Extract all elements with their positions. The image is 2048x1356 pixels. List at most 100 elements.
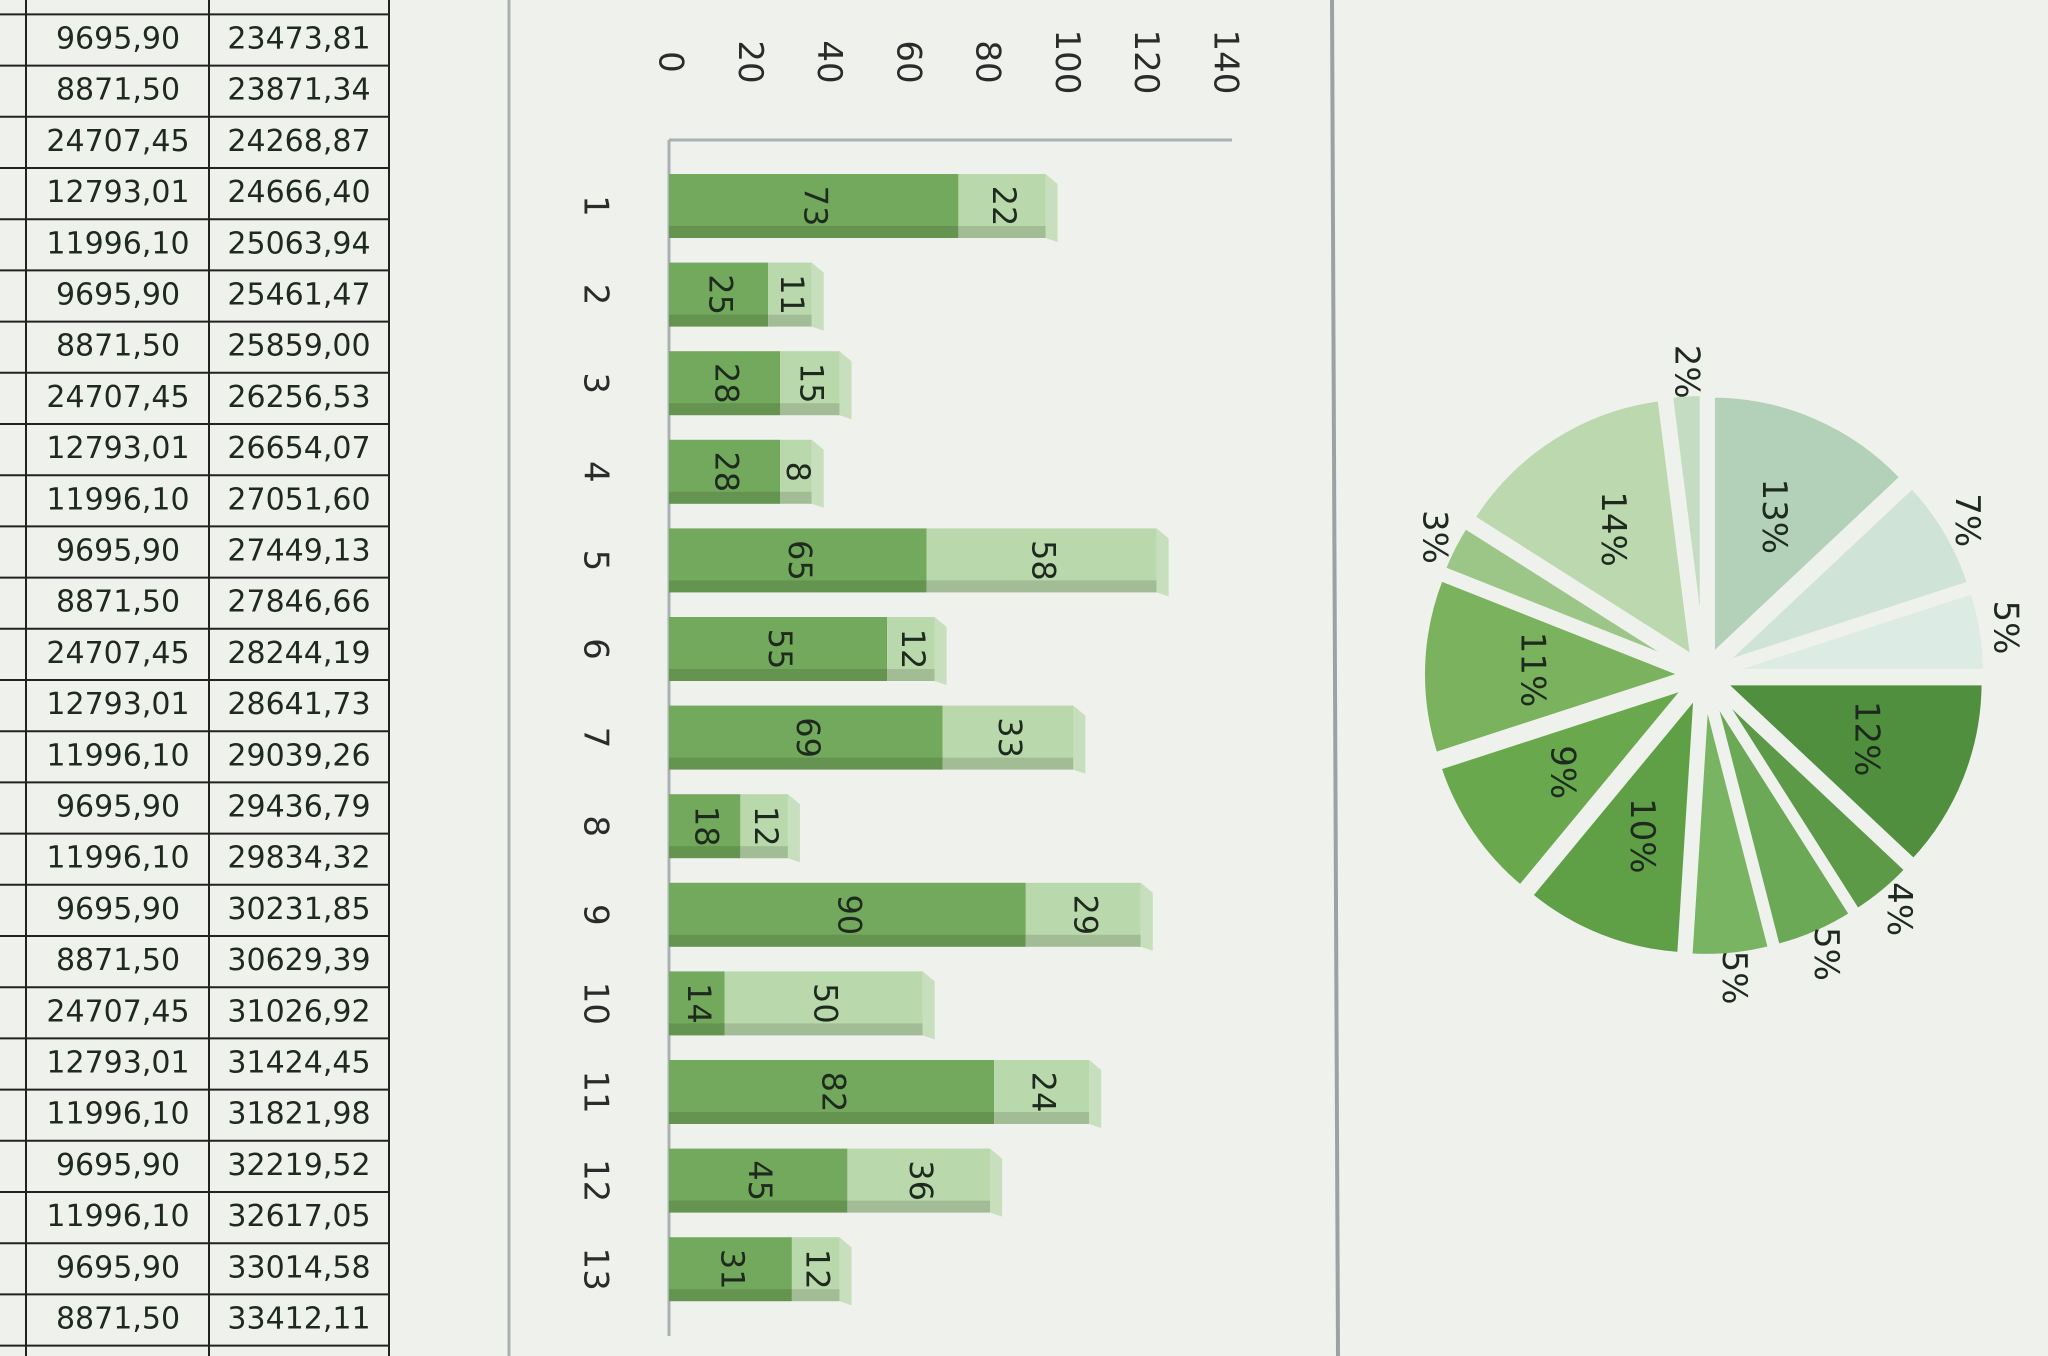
table-cell: 31026,92 — [227, 994, 370, 1029]
y-tick-label: 10 — [576, 982, 616, 1025]
bar-shade — [740, 846, 788, 859]
bar-segment — [780, 351, 840, 416]
table-cell: 30629,39 — [227, 943, 370, 978]
pie-label: 14% — [1593, 491, 1633, 567]
pie-slice — [1666, 390, 1706, 656]
data-label: 15 — [793, 363, 831, 404]
table-cell: 11996,10 — [46, 482, 189, 517]
bar-shade — [926, 580, 1157, 593]
bar-shade — [669, 1200, 848, 1213]
table-cell: 24707,45 — [46, 636, 189, 671]
bar-depth — [839, 1237, 852, 1306]
x-tick-label: 80 — [968, 40, 1008, 83]
bar-shade — [768, 314, 812, 327]
data-label: 50 — [807, 983, 845, 1024]
data-label: 65 — [781, 540, 819, 581]
bar-segment — [942, 705, 1074, 770]
bar-depth — [934, 617, 947, 685]
bar-segment — [791, 1237, 840, 1302]
x-tick-label: 120 — [1126, 30, 1166, 95]
bar-shade — [669, 846, 741, 859]
table-cell: 11996,10 — [46, 738, 189, 773]
data-label: 12 — [894, 629, 932, 670]
data-label: 28 — [708, 363, 746, 404]
y-tick-label: 13 — [576, 1248, 616, 1291]
pie-slice — [1722, 587, 1989, 675]
bar-shade — [994, 1112, 1090, 1124]
bar-segment — [669, 174, 959, 238]
data-label: 58 — [1025, 540, 1063, 581]
bar-segment — [847, 1148, 991, 1213]
table-cell: 9695,90 — [56, 1250, 180, 1285]
table-cell: 8871,50 — [56, 585, 180, 620]
table-cell: 12793,01 — [46, 431, 189, 466]
bar-depth — [990, 1148, 1003, 1217]
bar-shade — [669, 226, 959, 238]
bar-shade — [791, 1289, 840, 1302]
bar-depth — [787, 794, 800, 863]
table-cell: 31821,98 — [227, 1097, 370, 1132]
table-cell: 29039,26 — [227, 738, 370, 773]
table-cell: 12793,01 — [46, 687, 189, 722]
table-cell: 33014,58 — [227, 1250, 370, 1285]
bar-shade — [669, 1112, 995, 1124]
bar-depth — [1045, 174, 1058, 242]
bar-segment — [780, 439, 812, 504]
table-cell: 8871,50 — [56, 1302, 180, 1337]
pie-slice — [1434, 680, 1697, 893]
table-cell: 9695,90 — [56, 22, 180, 57]
table-cell: 31424,45 — [227, 1046, 370, 1081]
pie-slice — [1525, 684, 1701, 959]
table-cell: 11996,10 — [46, 226, 189, 261]
table-cell: 9695,90 — [56, 534, 180, 569]
bar-shade — [669, 1023, 725, 1036]
data-label: 36 — [902, 1160, 940, 1201]
y-tick-label: 8 — [576, 815, 616, 837]
table-cell: 24666,40 — [227, 175, 370, 210]
table-cell: 23473,81 — [227, 22, 370, 57]
data-label: 29 — [1066, 894, 1104, 935]
table-cell: 12793,01 — [46, 175, 189, 210]
data-label: 18 — [688, 806, 726, 847]
data-label: 90 — [830, 894, 868, 935]
bar-depth — [811, 439, 824, 508]
bar-segment — [926, 528, 1157, 593]
table-cell: 24707,45 — [46, 994, 189, 1029]
bar-shade — [780, 491, 812, 504]
bar-segment — [887, 617, 935, 681]
pie-label: 10% — [1622, 798, 1662, 874]
data-label: 33 — [991, 717, 1029, 758]
bar-shade — [669, 757, 943, 770]
data-label: 8 — [779, 462, 817, 482]
x-tick-label: 60 — [888, 40, 928, 83]
bar-shade — [887, 669, 935, 681]
bar-segment — [669, 1148, 848, 1213]
bar-shade — [958, 226, 1046, 238]
bar-segment — [669, 971, 725, 1036]
pie-label: 3% — [1415, 510, 1455, 564]
bar-segment — [669, 528, 927, 593]
table-cell: 24707,45 — [46, 124, 189, 159]
pie-label: 5% — [1806, 927, 1846, 981]
table-cell: 8871,50 — [56, 329, 180, 364]
table-cell: 29834,32 — [227, 841, 370, 876]
table-cell: 9695,90 — [56, 790, 180, 825]
bar-segment — [669, 882, 1026, 947]
table-cell: 25063,94 — [227, 226, 370, 261]
bar-segment — [669, 617, 888, 681]
bar-segment — [740, 794, 788, 859]
bar-depth — [922, 971, 935, 1040]
table-cell: 9695,90 — [56, 1148, 180, 1183]
pie-slice — [1438, 521, 1688, 669]
pie-label: 7% — [1947, 493, 1987, 547]
bar-shade — [669, 491, 780, 504]
data-label: 82 — [815, 1072, 853, 1113]
pie-label: 4% — [1879, 882, 1919, 936]
y-tick-label: 2 — [576, 284, 616, 306]
table-cell: 24268,87 — [227, 124, 370, 159]
pie-slice — [1708, 391, 1908, 664]
pie-label: 9% — [1542, 745, 1582, 799]
data-label: 45 — [741, 1160, 779, 1201]
table-cell: 29436,79 — [227, 790, 370, 825]
table-cell: 32617,05 — [227, 1199, 370, 1234]
